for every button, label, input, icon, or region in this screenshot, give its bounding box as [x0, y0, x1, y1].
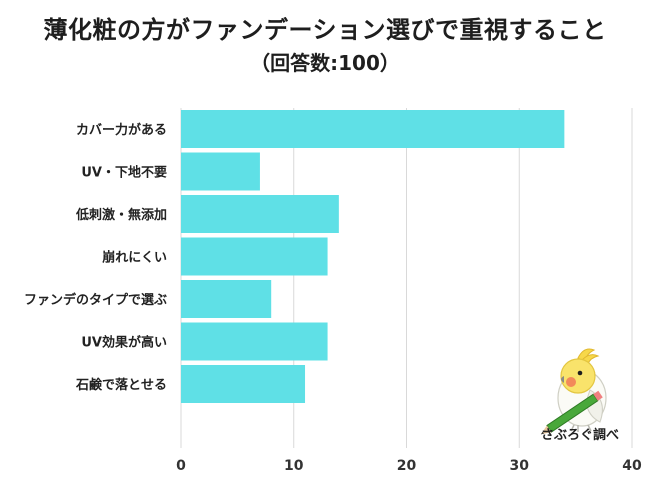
category-label: UV効果が高い [81, 335, 167, 351]
bar [181, 280, 272, 318]
category-label: UV・下地不要 [81, 165, 167, 181]
x-tick-label: 20 [397, 458, 417, 474]
x-tick-label: 10 [284, 458, 304, 474]
cockatiel-mascot-icon [540, 348, 607, 435]
bar [181, 110, 565, 148]
category-label: 低刺激・無添加 [75, 207, 167, 223]
x-tick-label: 0 [176, 458, 186, 474]
brand-label: さぶろぐ調べ [540, 428, 619, 443]
bar [181, 195, 339, 233]
chart-title-block: 薄化粧の方がファンデーション選びで重視すること （回答数:100） [0, 14, 650, 78]
x-tick-label: 40 [622, 458, 642, 474]
x-tick-label: 30 [510, 458, 530, 474]
category-label: カバー力がある [76, 122, 167, 138]
category-label: 石鹸で落とせる [75, 377, 167, 393]
category-label: 崩れにくい [102, 250, 167, 266]
chart-title: 薄化粧の方がファンデーション選びで重視すること [43, 16, 607, 44]
chart-subtitle: （回答数:100） [250, 51, 400, 75]
category-label: ファンデのタイプで選ぶ [24, 292, 167, 308]
bar [181, 152, 260, 191]
bar [181, 365, 306, 403]
bar [181, 237, 328, 276]
bar [181, 322, 328, 361]
